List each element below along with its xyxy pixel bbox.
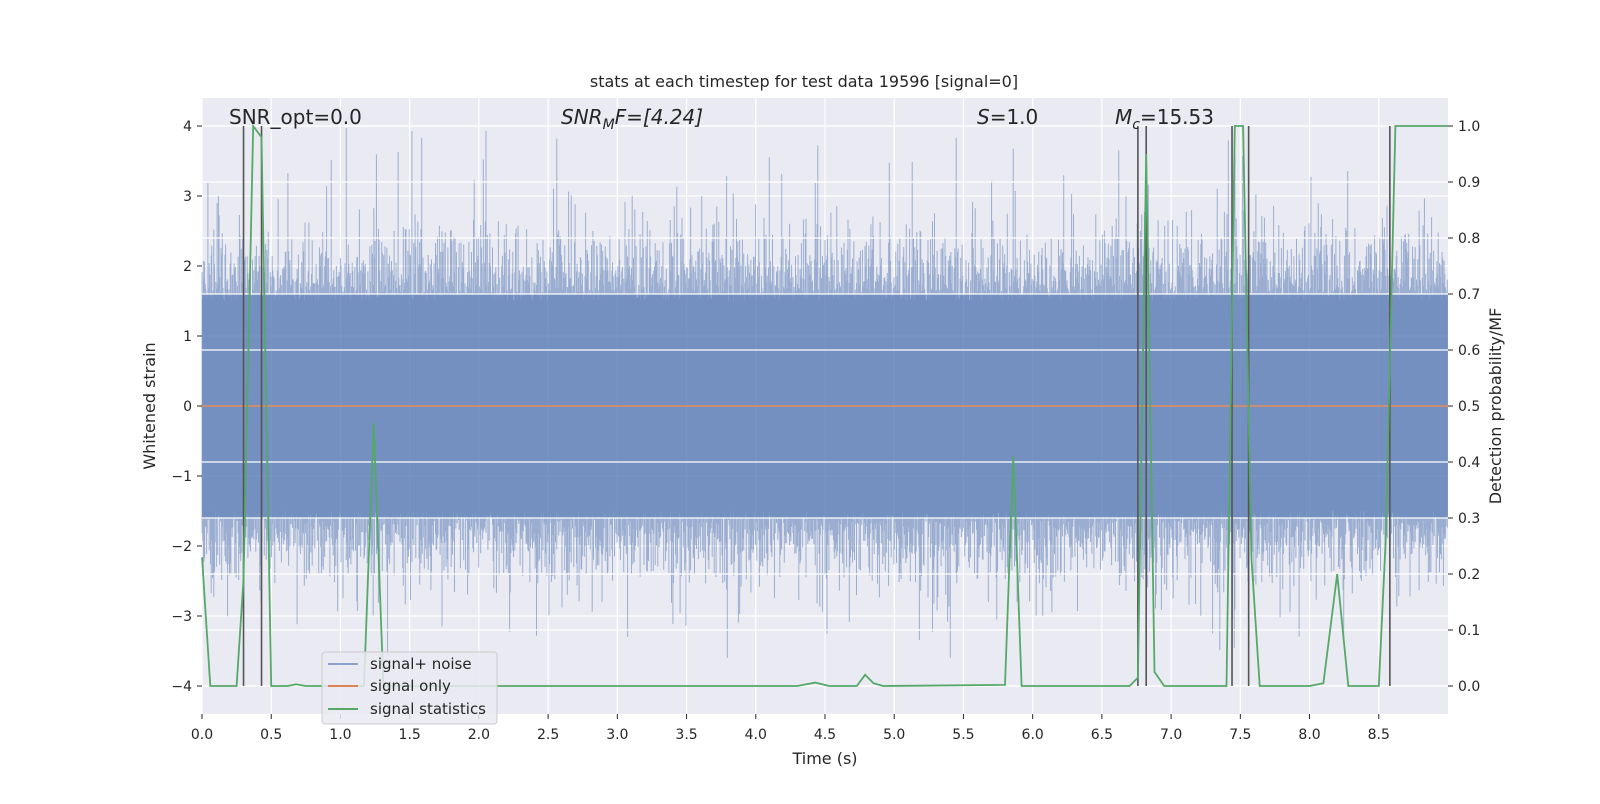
x-tick-label: 6.0 xyxy=(1022,727,1044,743)
y-right-tick-label: 0.8 xyxy=(1458,231,1480,247)
y-right-tick-label: 0.9 xyxy=(1458,175,1480,191)
x-tick-label: 1.0 xyxy=(329,727,351,743)
x-tick-label: 3.5 xyxy=(675,727,697,743)
legend: signal+ noise signal only signal statist… xyxy=(321,651,498,725)
annotation-snr-mf: SNRMF=[4.24] xyxy=(561,105,703,133)
y-right-tick-label: 1.0 xyxy=(1458,119,1480,135)
y-right-tick-label: 0.1 xyxy=(1458,623,1480,639)
signal-statistics-line xyxy=(201,123,1448,687)
annotation-snr-opt: SNR_opt=0.0 xyxy=(229,105,362,129)
y-right-tick-label: 0.4 xyxy=(1458,455,1480,471)
y-left-tick-label: 2 xyxy=(183,259,192,275)
legend-label-signal-noise: signal+ noise xyxy=(370,655,472,673)
annotation-s: S=1.0 xyxy=(977,105,1038,129)
x-tick-label: 7.5 xyxy=(1229,727,1251,743)
x-tick-label: 6.5 xyxy=(1091,727,1113,743)
y-right-tick-label: 0.2 xyxy=(1458,567,1480,583)
y-right-tick-label: 0.7 xyxy=(1458,287,1480,303)
x-axis-label: Time (s) xyxy=(791,749,857,768)
legend-box xyxy=(321,651,498,725)
y-left-axis-label: Whitened strain xyxy=(140,342,159,469)
x-tick-label: 0.0 xyxy=(191,727,213,743)
x-tick-label: 8.0 xyxy=(1298,727,1320,743)
x-tick-label: 4.5 xyxy=(814,727,836,743)
x-axis-ticks: 0.0 0.5 1.0 1.5 2.0 2.5 3.0 3.5 4.0 4.5 5.0 5.5 6.0 6… xyxy=(191,714,1390,743)
y-left-tick-label: −2 xyxy=(171,539,192,555)
x-tick-label: 2.0 xyxy=(468,727,490,743)
y-left-tick-label: 3 xyxy=(183,189,192,205)
y-left-tick-label: −1 xyxy=(171,469,192,485)
y-left-tick-label: 1 xyxy=(183,329,192,345)
x-tick-label: 1.5 xyxy=(399,727,421,743)
legend-label-signal-statistics: signal statistics xyxy=(370,700,486,718)
y-right-tick-label: 0.6 xyxy=(1458,343,1480,359)
y-left-axis-ticks: 4 3 2 1 0 −1 −2 −3 −4 xyxy=(171,119,202,695)
noise-trace xyxy=(201,127,1448,658)
x-tick-label: 5.5 xyxy=(952,727,974,743)
x-tick-label: 2.5 xyxy=(537,727,559,743)
annotation-mc: Mc=15.53 xyxy=(1115,105,1214,133)
y-right-tick-label: 0.0 xyxy=(1458,679,1480,695)
x-tick-label: 4.0 xyxy=(745,727,767,743)
legend-label-signal-only: signal only xyxy=(370,677,451,695)
x-tick-label: 3.0 xyxy=(606,727,628,743)
x-tick-label: 7.0 xyxy=(1160,727,1182,743)
y-right-tick-label: 0.5 xyxy=(1458,399,1480,415)
y-left-tick-label: 0 xyxy=(183,399,192,415)
x-tick-label: 5.0 xyxy=(883,727,905,743)
y-left-tick-label: 4 xyxy=(183,119,192,135)
y-right-axis-label: Detection probability/MF xyxy=(1486,308,1505,505)
y-right-tick-label: 0.3 xyxy=(1458,511,1480,527)
y-left-tick-label: −3 xyxy=(171,609,192,625)
chart-title: stats at each timestep for test data 195… xyxy=(590,72,1018,91)
y-left-tick-label: −4 xyxy=(171,679,192,695)
x-tick-label: 8.5 xyxy=(1368,727,1390,743)
x-tick-label: 0.5 xyxy=(260,727,282,743)
y-right-axis-ticks: 1.0 0.9 0.8 0.7 0.6 0.5 0.4 0.3 0.2 0.1 0.0 xyxy=(1448,119,1480,695)
